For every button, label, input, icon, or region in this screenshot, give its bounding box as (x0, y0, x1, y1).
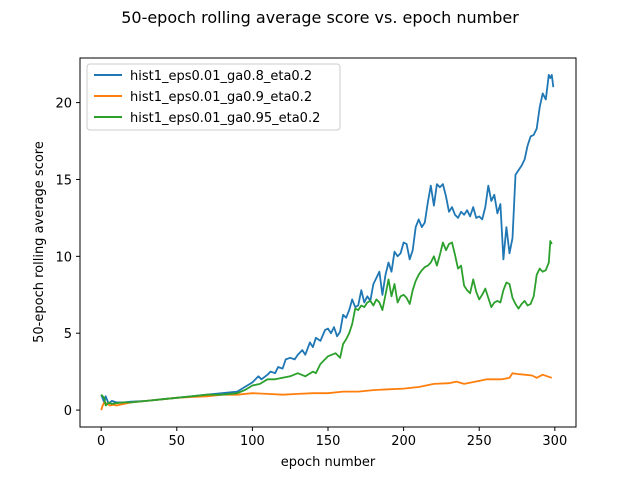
series-line-2 (100, 372, 553, 411)
x-axis-label: epoch number (281, 455, 376, 470)
plot-lines (100, 74, 555, 411)
x-tick-label: 150 (316, 434, 341, 449)
series-line-1 (100, 74, 555, 405)
y-tick-label: 15 (55, 173, 72, 188)
y-tick-label: 10 (55, 250, 72, 265)
series-line-3 (100, 240, 553, 407)
legend-label: hist1_eps0.01_ga0.95_eta0.2 (130, 111, 320, 126)
legend-label: hist1_eps0.01_ga0.8_eta0.2 (130, 69, 312, 84)
x-tick-label: 100 (240, 434, 265, 449)
x-tick-label: 0 (97, 434, 105, 449)
y-tick-label: 0 (64, 404, 72, 419)
y-axis-ticks: 0 5 10 15 20 (55, 97, 80, 419)
y-tick-label: 5 (64, 327, 72, 342)
plot-frame (79, 57, 577, 428)
x-tick-label: 200 (391, 434, 416, 449)
x-tick-label: 300 (542, 434, 567, 449)
y-tick-label: 20 (55, 97, 72, 112)
legend-box (86, 63, 341, 131)
legend-label: hist1_eps0.01_ga0.9_eta0.2 (130, 90, 312, 105)
chart-title: 50-epoch rolling average score vs. epoch… (121, 8, 519, 27)
x-tick-label: 50 (169, 434, 186, 449)
x-axis-ticks: 0 50 100 150 200 250 300 (97, 427, 567, 449)
x-tick-label: 250 (467, 434, 492, 449)
y-axis-label: 50-epoch rolling average score (32, 141, 47, 343)
legend: hist1_eps0.01_ga0.8_eta0.2 hist1_eps0.01_… (86, 63, 341, 131)
